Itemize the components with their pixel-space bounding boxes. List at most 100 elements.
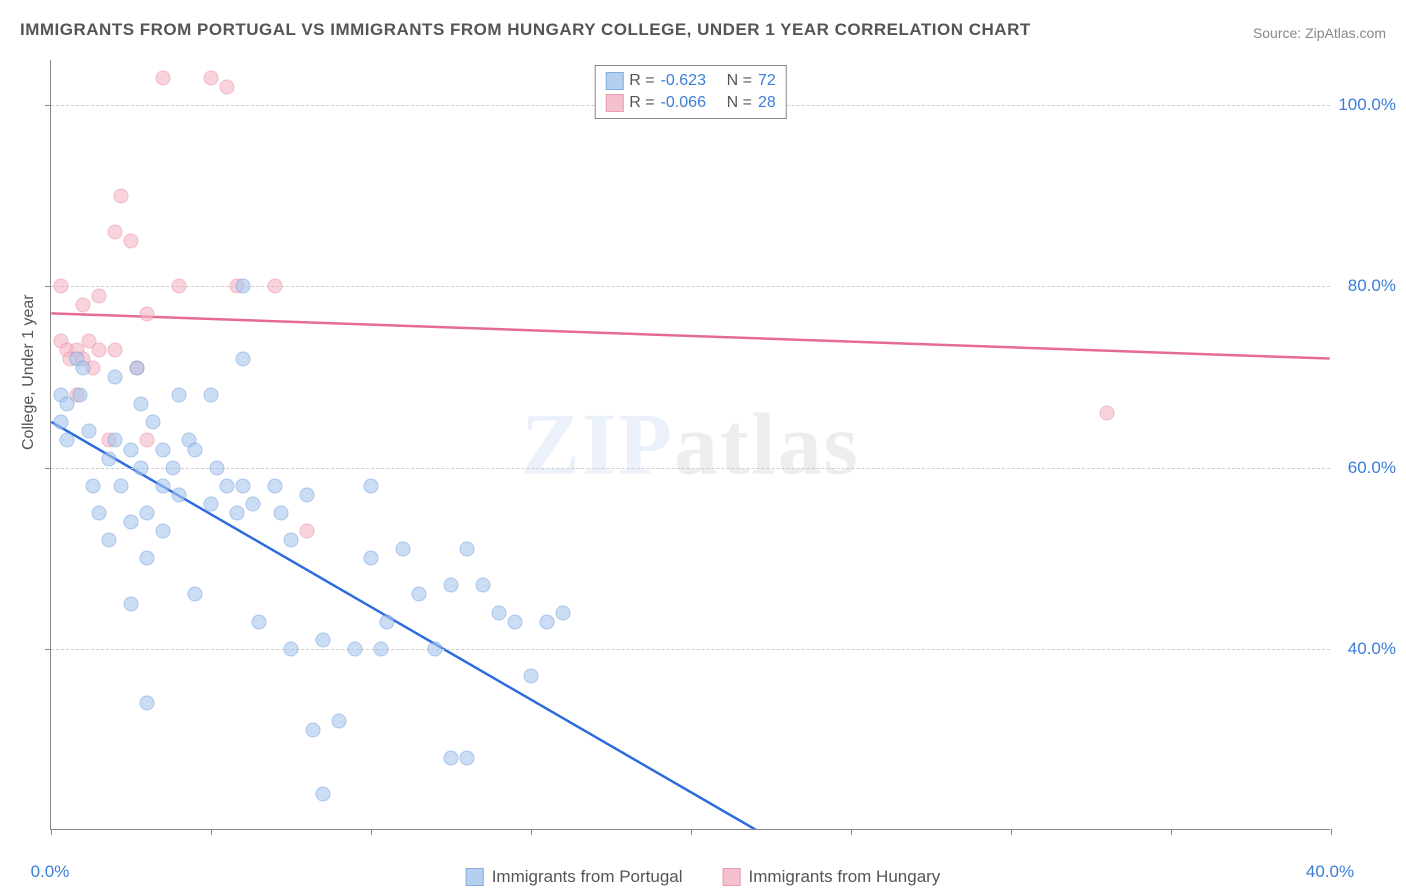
x-tick <box>1331 829 1332 835</box>
point-portugal <box>140 505 155 520</box>
chart-area: ZIPatlas R = -0.623 N = 72 R = -0.066 N … <box>50 60 1330 830</box>
x-tick-label: 0.0% <box>31 862 70 882</box>
point-portugal <box>444 750 459 765</box>
chart-container: IMMIGRANTS FROM PORTUGAL VS IMMIGRANTS F… <box>0 0 1406 892</box>
point-portugal <box>204 388 219 403</box>
r-label: R = <box>629 92 654 114</box>
point-hungary <box>53 279 68 294</box>
series-label-hungary: Immigrants from Hungary <box>749 867 941 887</box>
point-portugal <box>156 442 171 457</box>
point-portugal <box>133 460 148 475</box>
series-label-portugal: Immigrants from Portugal <box>492 867 683 887</box>
point-portugal <box>316 786 331 801</box>
x-tick <box>851 829 852 835</box>
point-hungary <box>1100 406 1115 421</box>
point-portugal <box>124 442 139 457</box>
n-value-portugal: 72 <box>758 70 776 92</box>
point-portugal <box>172 388 187 403</box>
point-portugal <box>210 460 225 475</box>
point-portugal <box>236 478 251 493</box>
x-tick <box>1011 829 1012 835</box>
point-portugal <box>114 478 129 493</box>
point-portugal <box>101 451 116 466</box>
r-value-portugal: -0.623 <box>661 70 721 92</box>
point-hungary <box>172 279 187 294</box>
chart-title: IMMIGRANTS FROM PORTUGAL VS IMMIGRANTS F… <box>20 20 1031 40</box>
point-portugal <box>82 424 97 439</box>
point-portugal <box>380 614 395 629</box>
legend-item-portugal: Immigrants from Portugal <box>466 867 683 887</box>
point-portugal <box>156 524 171 539</box>
point-portugal <box>60 397 75 412</box>
point-portugal <box>444 578 459 593</box>
point-portugal <box>188 587 203 602</box>
point-portugal <box>72 388 87 403</box>
x-tick <box>691 829 692 835</box>
point-portugal <box>252 614 267 629</box>
point-portugal <box>165 460 180 475</box>
point-portugal <box>140 551 155 566</box>
y-axis-label: College, Under 1 year <box>20 294 38 450</box>
y-tick <box>45 649 51 650</box>
point-hungary <box>76 297 91 312</box>
point-portugal <box>332 714 347 729</box>
point-hungary <box>124 234 139 249</box>
point-portugal <box>229 505 244 520</box>
y-tick <box>45 468 51 469</box>
swatch-portugal-2 <box>466 868 484 886</box>
point-portugal <box>146 415 161 430</box>
point-portugal <box>306 723 321 738</box>
point-portugal <box>124 515 139 530</box>
swatch-portugal <box>605 72 623 90</box>
y-tick-label: 40.0% <box>1348 639 1396 659</box>
point-portugal <box>364 478 379 493</box>
point-portugal <box>476 578 491 593</box>
swatch-hungary <box>605 94 623 112</box>
point-portugal <box>76 361 91 376</box>
r-label: R = <box>629 70 654 92</box>
point-hungary <box>108 225 123 240</box>
legend-correlation: R = -0.623 N = 72 R = -0.066 N = 28 <box>594 65 786 119</box>
point-hungary <box>108 342 123 357</box>
point-portugal <box>373 641 388 656</box>
point-portugal <box>53 415 68 430</box>
source-label: Source: ZipAtlas.com <box>1253 25 1386 41</box>
x-tick <box>51 829 52 835</box>
legend-row-portugal: R = -0.623 N = 72 <box>605 70 775 92</box>
x-tick <box>1171 829 1172 835</box>
point-portugal <box>133 397 148 412</box>
swatch-hungary-2 <box>723 868 741 886</box>
point-portugal <box>220 478 235 493</box>
point-portugal <box>140 696 155 711</box>
point-portugal <box>92 505 107 520</box>
legend-row-hungary: R = -0.066 N = 28 <box>605 92 775 114</box>
x-tick-label: 40.0% <box>1306 862 1354 882</box>
point-portugal <box>124 596 139 611</box>
point-hungary <box>140 433 155 448</box>
point-hungary <box>156 71 171 86</box>
point-portugal <box>130 361 145 376</box>
point-portugal <box>396 542 411 557</box>
point-hungary <box>114 188 129 203</box>
legend-series: Immigrants from Portugal Immigrants from… <box>466 867 941 887</box>
y-tick-label: 80.0% <box>1348 276 1396 296</box>
r-value-hungary: -0.066 <box>661 92 721 114</box>
point-portugal <box>204 496 219 511</box>
point-portugal <box>364 551 379 566</box>
point-hungary <box>204 71 219 86</box>
point-portugal <box>188 442 203 457</box>
watermark-atlas: atlas <box>674 396 860 493</box>
point-portugal <box>172 487 187 502</box>
point-portugal <box>428 641 443 656</box>
point-hungary <box>268 279 283 294</box>
point-portugal <box>460 750 475 765</box>
y-tick-label: 60.0% <box>1348 458 1396 478</box>
n-label: N = <box>727 92 752 114</box>
point-portugal <box>348 641 363 656</box>
point-portugal <box>284 641 299 656</box>
point-portugal <box>108 433 123 448</box>
point-hungary <box>92 288 107 303</box>
point-portugal <box>492 605 507 620</box>
point-portugal <box>236 351 251 366</box>
point-hungary <box>140 306 155 321</box>
